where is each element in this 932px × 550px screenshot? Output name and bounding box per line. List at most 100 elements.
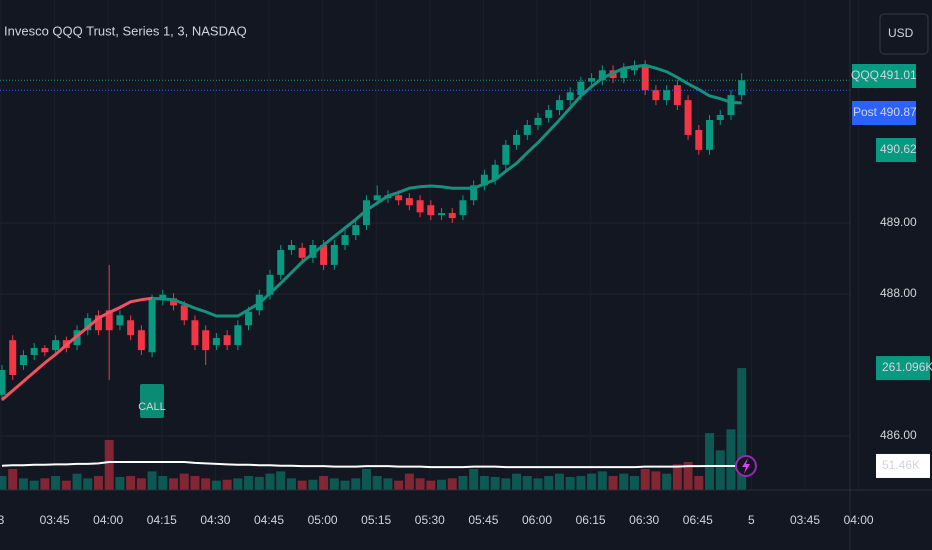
- candle-body: [212, 338, 220, 346]
- x-tick-label: 06:45: [683, 513, 713, 527]
- y-tick-label: 489.00: [880, 215, 917, 229]
- volume-bar: [726, 429, 736, 490]
- volume-bar: [490, 476, 500, 490]
- x-tick-label: 06:15: [576, 513, 606, 527]
- volume-bar: [340, 480, 350, 490]
- volume-bar: [737, 368, 747, 490]
- volume-label-box: [876, 356, 930, 381]
- volume-bar: [705, 433, 715, 490]
- volume-bar: [404, 473, 414, 490]
- volume-label: 51.46K: [882, 458, 920, 472]
- candle-body: [298, 247, 306, 258]
- volume-bar: [415, 478, 425, 490]
- price-label-box: [876, 101, 916, 125]
- volume-bar: [458, 475, 468, 490]
- price-name-box: [852, 64, 878, 88]
- volume-bar: [372, 475, 382, 490]
- volume-bar: [211, 480, 221, 490]
- candle-body: [716, 115, 724, 121]
- volume-bar: [351, 478, 361, 490]
- x-tick-label: 06:30: [629, 513, 659, 527]
- volume-bar: [544, 475, 554, 490]
- x-tick-label: 3: [0, 513, 5, 527]
- volume-bar: [83, 478, 93, 490]
- x-tick-label: 05:15: [361, 513, 391, 527]
- x-tick-label: 04:45: [254, 513, 284, 527]
- price-label: 490.62: [880, 142, 917, 156]
- candle-body: [191, 320, 199, 346]
- volume-bar: [469, 468, 479, 490]
- candle-body: [480, 174, 488, 186]
- volume-bar: [276, 471, 286, 490]
- candle-body: [362, 200, 370, 226]
- x-tick-label: 04:00: [844, 513, 874, 527]
- volume-bar: [265, 473, 275, 490]
- volume-bar: [40, 478, 50, 490]
- candle-body: [738, 80, 746, 96]
- candle-body: [352, 225, 360, 236]
- candle-body: [287, 245, 295, 250]
- candle-body: [159, 294, 167, 300]
- volume-bar: [619, 473, 629, 490]
- volume-bar: [0, 475, 7, 490]
- candle-body: [598, 70, 606, 81]
- candle-body: [309, 245, 317, 258]
- candle-body: [266, 274, 274, 295]
- candle-body: [395, 195, 403, 201]
- candle-body: [684, 100, 692, 135]
- volume-bar: [179, 473, 189, 490]
- candle-body: [170, 298, 178, 306]
- volume-bar: [297, 480, 307, 490]
- candle-body: [19, 355, 27, 366]
- volume-bar: [565, 476, 575, 490]
- volume-bar: [501, 478, 511, 490]
- volume-label-box: [876, 453, 930, 478]
- currency-button[interactable]: [879, 13, 929, 55]
- y-tick-label: 488.00: [880, 286, 917, 300]
- candle-body: [695, 129, 703, 150]
- candle-body: [137, 330, 145, 351]
- indicator-line: [1, 296, 153, 401]
- x-tick-label: 04:00: [93, 513, 123, 527]
- y-tick-label: 486.00: [880, 428, 917, 442]
- volume-label: 261.096K: [882, 360, 932, 374]
- candle-body: [277, 249, 285, 275]
- plot: [0, 60, 850, 490]
- candle-body: [555, 100, 563, 111]
- volume-bar: [51, 475, 61, 490]
- candle-body: [94, 315, 102, 331]
- volume-bar: [308, 479, 318, 490]
- volume-bar: [158, 475, 168, 490]
- x-tick-label: 05:30: [415, 513, 445, 527]
- volume-bar: [222, 479, 232, 490]
- volume-bar: [18, 478, 28, 490]
- chart-title: Invesco QQQ Trust, Series 1, 3, NASDAQ: [4, 23, 247, 38]
- candle-body: [30, 347, 38, 356]
- volume-bar: [115, 476, 125, 490]
- candle-body: [341, 235, 349, 245]
- candle-body: [127, 320, 135, 336]
- candle-body: [663, 90, 671, 101]
- currency[interactable]: USD: [888, 26, 914, 40]
- candle-body: [706, 120, 714, 150]
- candle-body: [427, 205, 435, 216]
- candle-body: [9, 340, 17, 375]
- candle-body: [727, 95, 735, 116]
- volume-bar: [319, 475, 329, 490]
- volume-bar: [629, 475, 639, 490]
- candle-body: [105, 310, 113, 331]
- indicator-line: [151, 63, 742, 318]
- volume-bar: [512, 473, 522, 490]
- candle-body: [459, 200, 467, 216]
- overlay: 489.00 488.00 486.00 3 03:45 04:00 04:15 04:30 0…: [0, 64, 932, 527]
- annotation: CALL: [138, 401, 166, 413]
- x-tick-label: 03:45: [790, 513, 820, 527]
- x-tick-label: 03:45: [40, 513, 70, 527]
- volume-bar: [29, 480, 39, 490]
- volume-bar: [8, 468, 18, 490]
- volume-bar: [329, 478, 339, 490]
- volume-bar: [554, 473, 564, 490]
- price-name-box: [852, 101, 878, 125]
- volume-bar: [587, 473, 597, 490]
